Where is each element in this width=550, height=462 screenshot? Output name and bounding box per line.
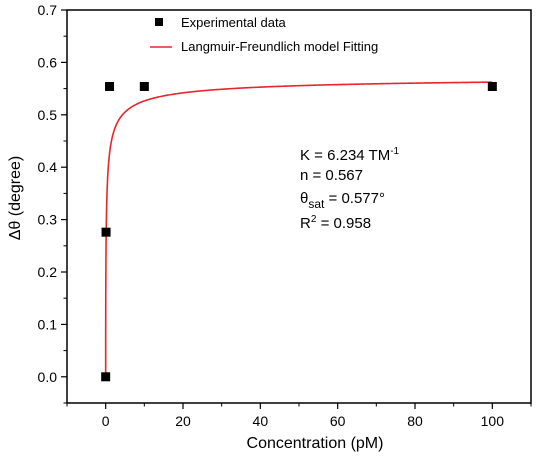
x-axis-title: Concentration (pM) — [247, 435, 384, 452]
annotation-n: n = 0.567 — [300, 167, 363, 184]
annotation-k-exponent: -1 — [390, 146, 399, 157]
annotation-r2: R2 = 0.958 — [300, 214, 371, 232]
data-point — [105, 82, 115, 92]
y-tick-label: 0.1 — [38, 316, 58, 332]
x-tick-label: 0 — [102, 413, 110, 429]
x-tick-label: 20 — [175, 413, 191, 429]
annotation-k-text: K = 6.234 TM — [300, 147, 390, 164]
y-tick-label: 0.5 — [38, 107, 58, 123]
data-point — [101, 372, 111, 382]
legend-marker-experimental — [155, 18, 163, 26]
x-tick-label: 40 — [253, 413, 269, 429]
annotation-theta: θsat = 0.577° — [300, 190, 385, 211]
annotation-theta-subscript: sat — [308, 197, 325, 211]
x-tick-label: 80 — [407, 413, 423, 429]
annotation-r2-symbol: R — [300, 215, 311, 232]
y-tick-label: 0.2 — [38, 264, 58, 280]
fit-line — [104, 81, 493, 377]
y-tick-label: 0.6 — [38, 54, 58, 70]
annotation-r2-value: = 0.958 — [316, 215, 371, 232]
x-tick-label: 100 — [481, 413, 505, 429]
x-tick-label: 60 — [330, 413, 346, 429]
plot-frame — [66, 9, 532, 404]
y-axis-title: Δθ (degree) — [7, 156, 24, 241]
y-tick-label: 0.0 — [38, 369, 58, 385]
annotation-r2-exponent: 2 — [311, 214, 317, 225]
y-tick-label: 0.3 — [38, 212, 58, 228]
annotation-theta-value: = 0.577° — [324, 190, 385, 207]
fit-curve-layer — [104, 81, 493, 377]
data-point — [139, 82, 149, 92]
legend-label-fitting: Langmuir-Freundlich model Fitting — [181, 39, 378, 54]
axis-ticks: 0 20 40 60 80 100 0.0 0.1 0.2 0.3 0.4 0.5 0.6 0.7 — [38, 2, 532, 429]
data-point — [101, 227, 111, 237]
data-point — [487, 82, 497, 92]
annotation-k: K = 6.234 TM-1 — [300, 146, 400, 164]
legend: Experimental data Langmuir-Freundlich mo… — [150, 15, 378, 54]
y-tick-label: 0.4 — [38, 159, 58, 175]
data-points-layer — [101, 82, 497, 382]
fit-parameters: K = 6.234 TM-1 n = 0.567 θsat = 0.577° R… — [300, 146, 400, 232]
legend-label-experimental: Experimental data — [181, 15, 287, 30]
annotation-theta-symbol: θ — [300, 190, 308, 207]
y-tick-label: 0.7 — [38, 2, 58, 18]
